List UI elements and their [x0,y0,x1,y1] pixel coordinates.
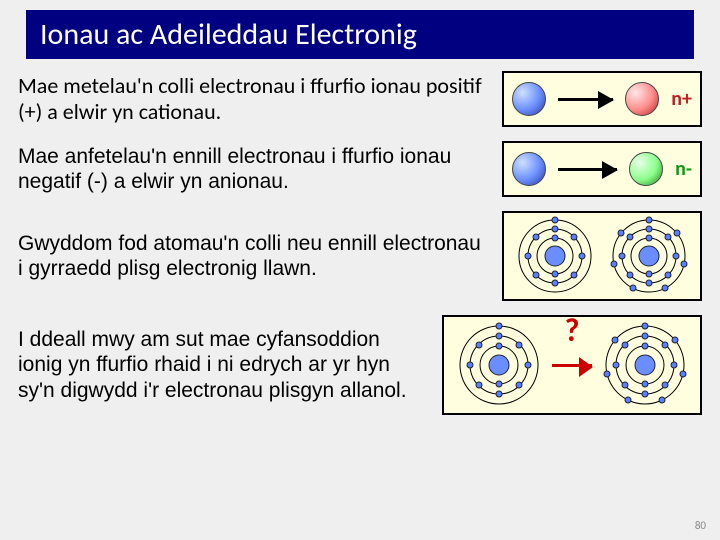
shell-pair-diagram [502,211,702,301]
atom-shell-b-icon [605,215,693,297]
full-shell-row: Gwyddom fod atomau'n colli neu ennill el… [18,211,702,301]
anion-row: Mae anfetelau'n ennill electronau i ffur… [18,141,702,197]
atom-shell-a-icon [511,215,599,297]
full-shell-text: Gwyddom fod atomau'n colli neu ennill el… [18,231,484,281]
outer-shell-row: I ddeall mwy am sut mae cyfansoddion ion… [18,315,702,415]
neutral-atom-sphere [512,82,546,116]
arrow-icon [558,98,613,101]
anion-sphere [629,152,663,186]
transfer-diagram: ? [442,315,702,415]
cation-sphere [625,82,659,116]
cation-diagram: n+ [502,71,702,127]
page-title: Ionau ac Adeileddau Electronig [26,10,694,59]
cation-row: Mae metelau'n colli electronau i ffurfio… [18,71,702,127]
anion-charge-label: n- [675,157,692,181]
question-mark-icon: ? [565,311,580,350]
transfer-arrow-icon [552,364,592,367]
anion-diagram: n- [502,141,702,197]
atom-donor-icon [452,320,546,410]
neutral-atom-sphere [512,152,546,186]
atom-acceptor-icon [598,320,692,410]
anion-text: Mae anfetelau'n ennill electronau i ffur… [18,144,484,194]
cation-charge-label: n+ [671,87,692,111]
outer-shell-text: I ddeall mwy am sut mae cyfansoddion ion… [18,327,424,403]
arrow-icon [558,168,617,171]
slide-number: 80 [695,519,706,532]
cation-text: Mae metelau'n colli electronau i ffurfio… [18,73,484,126]
